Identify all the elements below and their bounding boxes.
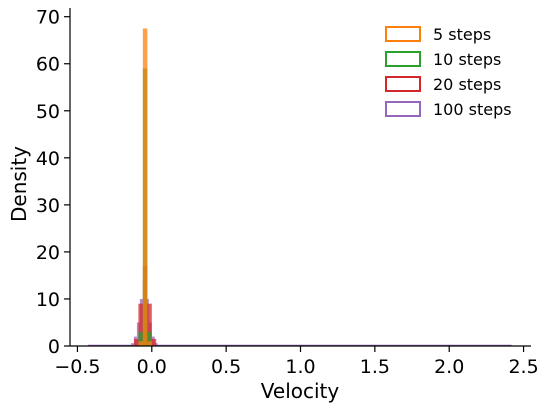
bar-5-steps-0 xyxy=(138,341,143,346)
legend-label-10-steps: 10 steps xyxy=(433,50,501,69)
x-tick-label: 2.0 xyxy=(434,356,464,378)
legend-label-20-steps: 20 steps xyxy=(433,75,501,94)
y-tick-label: 10 xyxy=(36,289,60,311)
y-tick-label: 30 xyxy=(36,195,60,217)
y-tick-label: 20 xyxy=(36,242,60,264)
bar-20-steps-4 xyxy=(151,338,157,346)
bar-10-steps-0 xyxy=(138,331,143,346)
bar-20-steps-0 xyxy=(133,338,139,346)
legend-label-100-steps: 100 steps xyxy=(433,100,512,119)
y-tick-label: 70 xyxy=(36,7,60,29)
x-tick-label: −0.5 xyxy=(54,356,100,378)
legend-swatch-10-steps xyxy=(385,51,421,67)
legend: 5 steps 10 steps 20 steps 100 steps xyxy=(385,25,512,119)
legend-swatch-20-steps xyxy=(385,76,421,92)
bar-10-steps-2 xyxy=(147,331,152,346)
y-axis-label: Density xyxy=(7,146,31,222)
legend-swatch-100-steps xyxy=(385,101,421,117)
y-tick-label: 60 xyxy=(36,54,60,76)
legend-swatch-5-steps xyxy=(385,26,421,42)
x-axis-label: Velocity xyxy=(261,379,340,403)
x-tick-label: 2.5 xyxy=(508,356,538,378)
x-tick-label: 1.5 xyxy=(360,356,390,378)
y-tick-label: 40 xyxy=(36,148,60,170)
x-tick-label: 1.0 xyxy=(285,356,315,378)
bar-5-steps-2 xyxy=(147,341,152,346)
x-tick-label: 0.5 xyxy=(211,356,241,378)
bar-100-steps-0 xyxy=(130,343,134,346)
y-tick-label: 0 xyxy=(48,336,60,358)
bar-20-steps-3 xyxy=(147,303,152,346)
y-tick-label: 50 xyxy=(36,101,60,123)
bar-5-steps-1 xyxy=(142,28,148,347)
bar-20-steps-1 xyxy=(138,303,143,346)
x-tick-label: 0.0 xyxy=(137,356,167,378)
legend-label-5-steps: 5 steps xyxy=(433,25,491,44)
axes-layer: −0.5 0.0 0.5 1.0 1.5 2.0 2.5 0 10 20 30 40 50 60 70 xyxy=(36,7,539,378)
